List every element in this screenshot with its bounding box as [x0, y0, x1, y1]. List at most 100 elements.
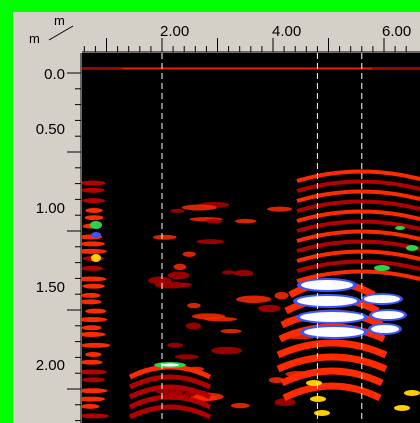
reflection-blob — [85, 351, 102, 357]
reflection-blob — [182, 251, 196, 257]
reflection-blob — [82, 317, 108, 323]
hyperbola-band — [128, 404, 212, 420]
reflection-blob — [84, 215, 104, 221]
radargram-svg[interactable] — [82, 53, 420, 423]
reflection-highlight — [406, 245, 418, 251]
reflection-blob — [82, 276, 107, 282]
y-tick-label: 0.50 — [35, 121, 65, 138]
hyperbola-band — [296, 209, 420, 223]
hyperbola-band — [296, 229, 420, 243]
horizontal-ruler-ticks — [82, 38, 420, 53]
unit-divider — [48, 25, 74, 41]
reflection-core — [372, 311, 404, 319]
reflection-blob — [82, 187, 105, 193]
reflection-blob — [82, 359, 103, 365]
reflection-blob — [187, 302, 201, 309]
y-tick-label: 2.00 — [35, 357, 65, 374]
reflection-core — [301, 280, 353, 290]
reflection-highlight — [314, 410, 330, 416]
reflection-blob — [173, 263, 187, 271]
hyperbola-band — [296, 169, 420, 183]
reflection-blob — [234, 218, 257, 224]
reflection-blob — [267, 206, 293, 212]
x-tick-label: 6.00 — [382, 23, 412, 40]
reflection-blob — [174, 354, 199, 360]
hyperbola-band — [296, 259, 420, 273]
reflection-blob — [236, 295, 272, 304]
reflection-blob — [154, 281, 187, 289]
hyperbola-band — [276, 353, 388, 373]
reflection-core — [300, 312, 364, 322]
reflection-blob — [82, 198, 105, 204]
y-unit-label: m — [29, 31, 40, 46]
hyperbola-band — [128, 394, 212, 410]
radargram-background — [82, 53, 420, 423]
hyperbola-band — [280, 367, 384, 387]
reflection-blob — [167, 271, 190, 280]
reflection-blob — [82, 180, 106, 186]
hyperbola-band — [296, 179, 420, 193]
reflection-core — [297, 296, 357, 306]
reflection-highlight — [395, 226, 405, 230]
hyperbola-band — [296, 269, 420, 283]
reflection-blob — [185, 322, 202, 330]
vertical-ruler-ticks — [67, 53, 82, 423]
reflection-blob — [274, 291, 289, 300]
reflection-blob — [82, 265, 103, 271]
vertical-ruler: 0.0 0.50 1.00 1.50 2.00 — [13, 53, 82, 423]
reflection-blob — [152, 234, 177, 240]
reflection-blob — [181, 204, 217, 211]
reflection-blob — [268, 377, 285, 384]
y-tick-label: 1.50 — [35, 279, 65, 296]
reflection-blob — [82, 413, 109, 419]
reflection-blob — [220, 328, 242, 334]
reflection-blob — [85, 308, 107, 314]
hyperbola-apex-core — [161, 363, 179, 367]
reflection-blob — [203, 316, 238, 322]
reflection-blob — [82, 388, 108, 394]
reflection-highlight — [91, 232, 101, 238]
x-unit-label: m — [54, 13, 65, 28]
horizontal-ruler: 2.00 4.00 6.00 — [82, 12, 420, 53]
reflection-blob — [82, 292, 101, 298]
reflection-blob — [82, 377, 106, 383]
reflection-blob — [82, 342, 111, 348]
hyperbola-band — [282, 382, 382, 402]
hyperbola-band — [296, 239, 420, 253]
reflection-highlight — [91, 254, 101, 262]
reflection-blob — [82, 241, 105, 247]
reflection-blob — [233, 269, 254, 277]
radargram-panel: m m 2.00 4.00 6.00 0.0 0.50 1.00 1.50 2.… — [13, 12, 420, 423]
reflection-highlight — [90, 221, 102, 229]
hyperbola-band — [296, 249, 420, 263]
reflection-blob — [82, 369, 108, 375]
y-tick-label: 1.00 — [35, 200, 65, 217]
hyperbola-band — [296, 189, 420, 203]
surface-reflection-core — [122, 68, 372, 69]
axis-corner: m m — [13, 12, 82, 53]
reflection-highlight — [374, 265, 390, 271]
reflection-core — [304, 327, 364, 337]
y-tick-label: 0.0 — [44, 66, 65, 83]
reflection-blob — [167, 342, 184, 348]
x-tick-label: 2.00 — [160, 23, 190, 40]
reflection-blob — [230, 402, 250, 409]
reflection-highlight — [394, 405, 410, 411]
radargram-image[interactable] — [82, 53, 420, 423]
reflection-blob — [170, 208, 185, 213]
reflection-core — [371, 325, 399, 333]
reflection-blob — [82, 325, 102, 331]
x-tick-label: 4.00 — [272, 23, 302, 40]
reflection-blob — [258, 304, 281, 313]
reflection-blob — [205, 218, 223, 224]
reflection-blob — [82, 299, 102, 305]
reflection-blob — [82, 396, 106, 402]
reflection-blob — [196, 239, 225, 245]
reflection-blob — [274, 398, 296, 406]
reflection-highlight — [310, 396, 326, 402]
hyperbola-band — [296, 219, 420, 233]
hyperbola-band — [276, 339, 388, 359]
reflection-blob — [82, 403, 100, 409]
reflection-highlight — [306, 380, 322, 386]
